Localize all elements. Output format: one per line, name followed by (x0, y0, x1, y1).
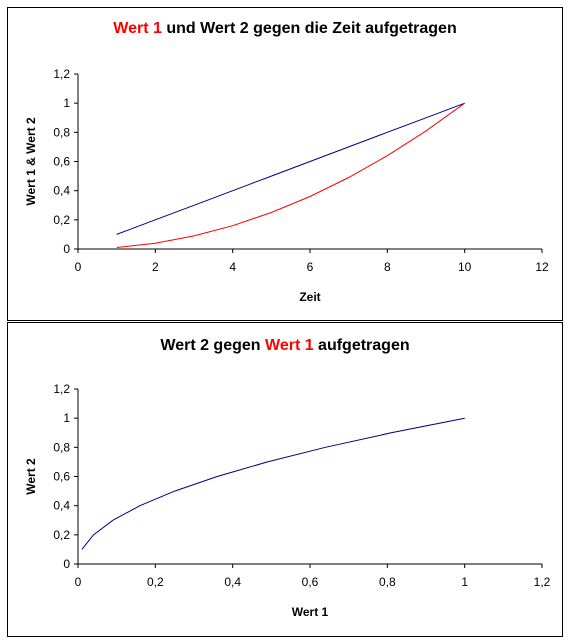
y-tick-label: 0,4 (53, 184, 70, 198)
x-axis-title: Zeit (299, 290, 320, 304)
x-tick-label: 6 (307, 260, 314, 274)
wert-chart-svg: 0 0,2 0,4 0,6 0,8 1 1,2 0 0,2 0,4 0,6 0,8 1 1,2 Wert 1… (24, 382, 551, 619)
chart-title-time: Wert 1 und Wert 2 gegen die Zeit aufgetr… (8, 20, 562, 38)
x-tick-label: 0 (75, 575, 82, 589)
title-part-rest: und Wert 2 gegen die Zeit aufgetragen (161, 20, 457, 37)
y-tick-label: 0,2 (53, 528, 70, 542)
y-tick-label: 1,2 (53, 67, 70, 81)
chart-panel-time: Wert 1 und Wert 2 gegen die Zeit aufgetr… (7, 7, 563, 321)
chart-title-wert: Wert 2 gegen Wert 1 aufgetragen (8, 337, 562, 355)
y-tick-label: 1 (63, 411, 70, 425)
x-tick-label: 2 (152, 260, 159, 274)
x-tick-label: 0,4 (224, 575, 241, 589)
x-tick-label: 0,6 (302, 575, 319, 589)
y-tick-label: 1,2 (53, 382, 70, 396)
y-axis-title: Wert 2 (24, 458, 38, 495)
y-tick-label: 0,6 (53, 470, 70, 484)
y-tick-label: 0 (63, 242, 70, 256)
x-tick-label: 4 (229, 260, 236, 274)
y-tick-label: 0,2 (53, 213, 70, 227)
y-tick-label: 0,4 (53, 499, 70, 513)
x-tick-label: 1,2 (534, 575, 551, 589)
series-line-1 (116, 102, 465, 235)
x-tick-label: 10 (458, 260, 472, 274)
x-tick-label: 0,8 (379, 575, 396, 589)
y-tick-label: 0 (63, 557, 70, 571)
series-line-2 (116, 102, 465, 248)
y-tick-label: 0,6 (53, 155, 70, 169)
x-tick-label: 0,2 (147, 575, 164, 589)
y-tick-label: 0,8 (53, 440, 70, 454)
x-tick-label: 12 (535, 260, 549, 274)
chart-panel-wert: Wert 2 gegen Wert 1 aufgetragen 0 0,2 0,4 0… (7, 322, 563, 637)
title-part-wert1: Wert 1 (265, 337, 314, 354)
x-tick-label: 8 (384, 260, 391, 274)
title-part-suffix: aufgetragen (313, 337, 410, 354)
x-tick-label: 0 (75, 260, 82, 274)
title-part-wert1: Wert 1 (113, 20, 162, 37)
y-tick-label: 1 (63, 96, 70, 110)
y-axis-title: Wert 1 & Wert 2 (24, 117, 38, 206)
x-axis-title: Wert 1 (292, 605, 329, 619)
x-tick-label: 1 (461, 575, 468, 589)
y-tick-label: 0,8 (53, 125, 70, 139)
series-line-1 (81, 417, 465, 550)
time-chart-svg: 0 0,2 0,4 0,6 0,8 1 1,2 0 2 4 6 8 10 12 Zeit Wert 1 & W… (24, 67, 549, 304)
title-part-prefix: Wert 2 gegen (160, 337, 265, 354)
